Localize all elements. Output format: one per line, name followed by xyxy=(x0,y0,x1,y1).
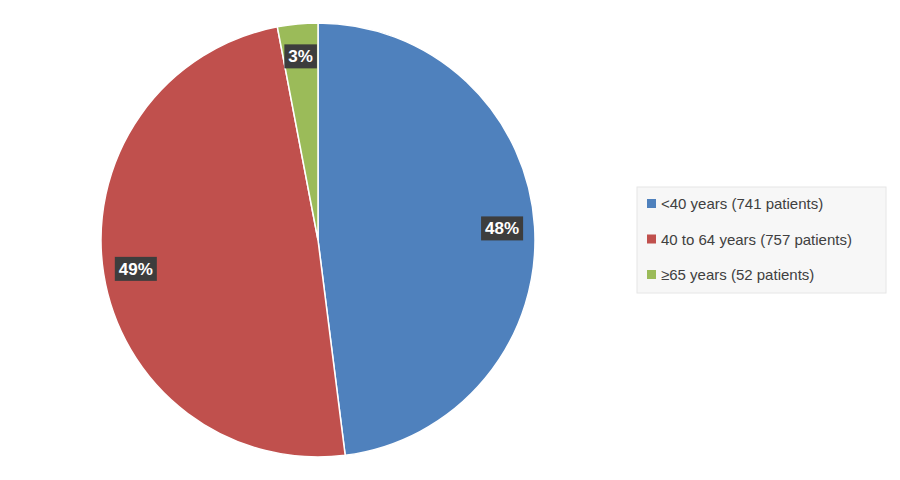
data-label: 3% xyxy=(288,47,313,66)
pie-slice xyxy=(277,23,318,240)
legend-swatch xyxy=(647,235,656,244)
data-label-box xyxy=(115,257,157,281)
data-label-box xyxy=(284,44,317,68)
legend-swatch xyxy=(647,270,656,279)
data-labels: 48% 49% 3% xyxy=(115,44,523,280)
data-label-group: 3% xyxy=(284,44,317,68)
data-label-group: 48% xyxy=(481,216,523,240)
legend-label: ≥65 years (52 patients) xyxy=(661,266,814,283)
legend-label: 40 to 64 years (757 patients) xyxy=(661,231,852,248)
legend: <40 years (741 patients) 40 to 64 years (… xyxy=(637,187,886,293)
data-label-box xyxy=(481,216,523,240)
data-label-group: 49% xyxy=(115,257,157,281)
chart: 48% 49% 3% <40 years (741 patients) 40 to 64… xyxy=(0,0,900,480)
slices xyxy=(101,23,535,457)
legend-box xyxy=(637,187,886,293)
data-label: 48% xyxy=(485,219,519,238)
legend-swatch xyxy=(647,199,656,208)
legend-label: <40 years (741 patients) xyxy=(661,195,823,212)
pie-slice xyxy=(318,23,535,455)
data-label: 49% xyxy=(119,260,153,279)
